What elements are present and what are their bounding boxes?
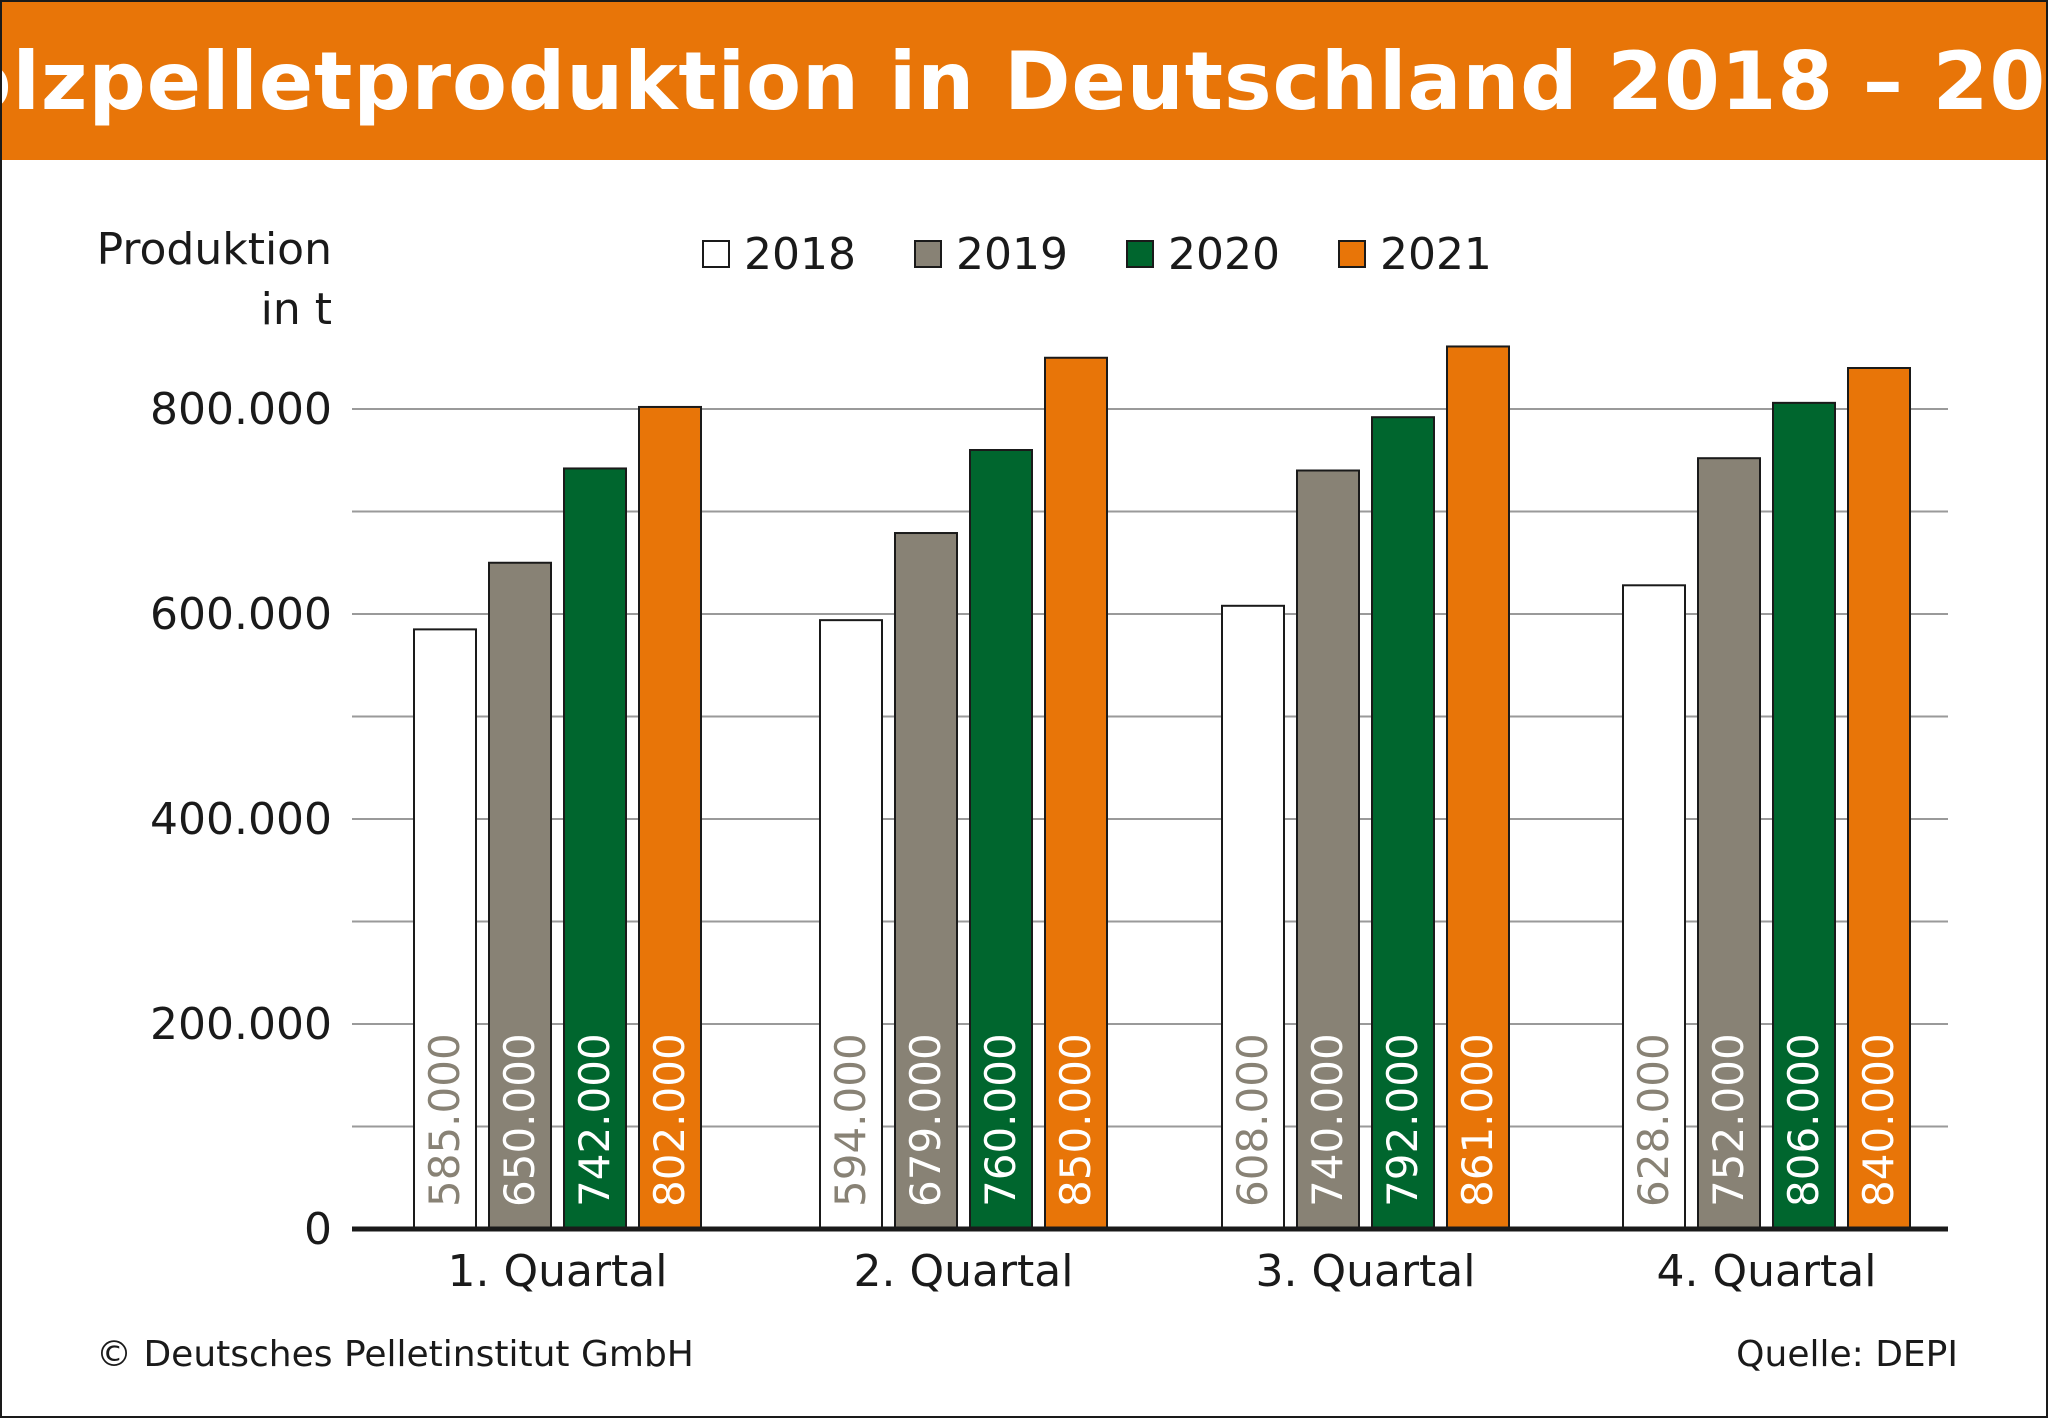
y-axis-label-line1: Produktion xyxy=(96,224,332,275)
bar-2019-q3 xyxy=(1296,469,1360,1230)
bar-2019-q1 xyxy=(488,561,552,1230)
bar-value-label: 608.000 xyxy=(1228,1033,1277,1207)
bar-2018-q1 xyxy=(413,628,477,1230)
bar-value-label: 628.000 xyxy=(1629,1033,1678,1207)
y-tick-label: 0 xyxy=(304,1204,332,1255)
bar-2021-q3 xyxy=(1446,345,1510,1231)
bar-value-label: 861.000 xyxy=(1453,1033,1502,1207)
x-tick-label: 3. Quartal xyxy=(1256,1246,1476,1297)
y-axis-label-line2: in t xyxy=(260,284,332,335)
x-tick-label: 2. Quartal xyxy=(854,1246,1074,1297)
copyright-note: © Deutsches Pelletinstitut GmbH xyxy=(96,1334,694,1375)
bar-value-label: 760.000 xyxy=(976,1033,1025,1207)
bar-2021-q2 xyxy=(1044,356,1108,1230)
source-note: Quelle: DEPI xyxy=(1736,1334,1958,1375)
x-tick-label: 4. Quartal xyxy=(1657,1246,1877,1297)
legend-label-2021: 2021 xyxy=(1379,228,1492,280)
bar-2019-q4 xyxy=(1697,457,1761,1230)
title-banner: Holzpelletproduktion in Deutschland 2018… xyxy=(2,2,2046,160)
bar-value-label: 594.000 xyxy=(826,1033,875,1207)
bar-2020-q3 xyxy=(1371,416,1435,1230)
y-tick-label: 400.000 xyxy=(150,794,332,845)
chart-title: Holzpelletproduktion in Deutschland 2018… xyxy=(0,34,2048,128)
bar-value-label: 802.000 xyxy=(645,1033,694,1207)
bar-value-label: 792.000 xyxy=(1378,1033,1427,1207)
bar-2021-q1 xyxy=(638,405,702,1230)
y-tick-label: 200.000 xyxy=(150,999,332,1050)
bar-value-label: 740.000 xyxy=(1303,1033,1352,1207)
bar-value-label: 742.000 xyxy=(570,1033,619,1207)
bar-value-label: 840.000 xyxy=(1854,1033,1903,1207)
legend-label-2020: 2020 xyxy=(1167,228,1280,280)
bar-value-label: 585.000 xyxy=(420,1033,469,1207)
bar-2018-q4 xyxy=(1622,584,1686,1230)
y-tick-label: 800.000 xyxy=(150,384,332,435)
bar-2018-q2 xyxy=(819,619,883,1230)
legend-swatch-2018 xyxy=(702,240,730,268)
legend-item-2019: 2019 xyxy=(913,228,1068,280)
legend-label-2019: 2019 xyxy=(955,228,1068,280)
x-axis: 1. Quartal 2. Quartal 3. Quartal 4. Quartal xyxy=(352,1226,1948,1297)
legend-swatch-2020 xyxy=(1125,240,1154,268)
legend-item-2020: 2020 xyxy=(1125,228,1280,280)
bar-value-label: 679.000 xyxy=(901,1033,950,1207)
legend-item-2021: 2021 xyxy=(1337,228,1492,280)
x-tick-label: 1. Quartal xyxy=(448,1246,668,1297)
legend-label-2018: 2018 xyxy=(744,228,856,280)
y-tick-label: 600.000 xyxy=(150,589,332,640)
bar-value-label: 850.000 xyxy=(1051,1033,1100,1207)
bars: 585.000 650.000 742.000 802.000 594.000 679.0… xyxy=(413,345,1911,1231)
y-axis-ticks: 0 200.000 400.000 600.000 800.000 xyxy=(150,384,332,1255)
y-axis-label: Produktion in t xyxy=(62,220,332,340)
bar-2020-q1 xyxy=(563,467,627,1230)
bar-2018-q3 xyxy=(1221,604,1285,1230)
legend: 2018 2019 2020 2021 xyxy=(702,224,1550,284)
bar-2020-q2 xyxy=(969,449,1033,1230)
bar-value-label: 752.000 xyxy=(1704,1033,1753,1207)
legend-swatch-2019 xyxy=(913,240,942,268)
bar-2021-q4 xyxy=(1847,367,1911,1230)
bar-value-label: 806.000 xyxy=(1779,1033,1828,1207)
bar-2020-q4 xyxy=(1772,401,1836,1231)
legend-item-2018: 2018 xyxy=(702,229,856,280)
bar-2019-q2 xyxy=(894,532,958,1230)
legend-swatch-2021 xyxy=(1337,240,1366,268)
bar-value-label: 650.000 xyxy=(495,1033,544,1207)
